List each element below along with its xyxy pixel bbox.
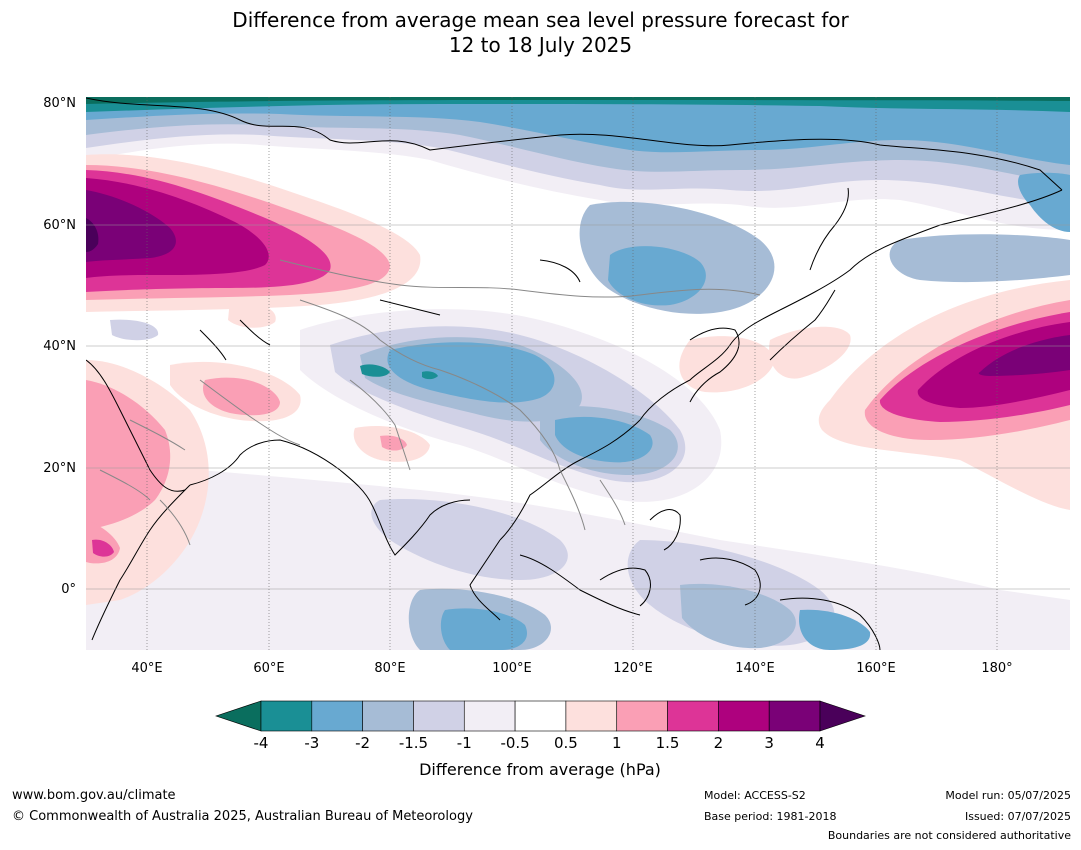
coastlines (86, 97, 1063, 650)
footer-model: Model: ACCESS-S2 (704, 789, 806, 802)
map-panel (86, 97, 1070, 650)
colorbar-tick-label: -1 (457, 734, 472, 752)
footer-url[interactable]: www.bom.gov.au/climate (12, 788, 176, 803)
footer-boundaries-note: Boundaries are not considered authoritat… (827, 829, 1071, 842)
colorbar-tick-label: -3 (304, 734, 319, 752)
positive-anomaly-pacific (818, 280, 1070, 510)
lon-label-80e: 80°E (374, 661, 405, 676)
negative-anomaly-tibet (300, 309, 722, 502)
lat-label-80n: 80°N (43, 96, 76, 111)
map-title: Difference from average mean sea level p… (0, 8, 1081, 58)
lon-label-100e: 100°E (492, 661, 532, 676)
latitude-labels: 80°N 60°N 40°N 20°N 0° (43, 96, 76, 597)
lon-label-160e: 160°E (856, 661, 896, 676)
footer-run-info: Model run: 05/07/2025 Issued: 07/07/2025 (945, 785, 1071, 827)
colorbar-tick-label: 2 (714, 734, 724, 752)
lat-label-20n: 20°N (43, 461, 76, 476)
lon-label-60e: 60°E (253, 661, 284, 676)
colorbar-title: Difference from average (hPa) (419, 760, 661, 779)
colorbar-extend-high (819, 700, 866, 732)
map-title-line2: 12 to 18 July 2025 (448, 33, 633, 57)
negative-anomaly-indian-ocean (86, 460, 1070, 650)
lat-label-40n: 40°N (43, 339, 76, 354)
colorbar-tick-label: 3 (764, 734, 774, 752)
colorbar-tick-label: 4 (815, 734, 825, 752)
positive-anomaly-europe (86, 154, 421, 312)
colorbar: -4 -3 -2 -1.5 -1 -0.5 0.5 1 1.5 2 3 4 (215, 700, 866, 752)
colorbar-extend-low (215, 700, 262, 732)
lat-label-60n: 60°N (43, 218, 76, 233)
colorbar-swatch (768, 700, 821, 732)
positive-anomaly-middle-east (86, 300, 430, 605)
footer-model-info: Model: ACCESS-S2 Base period: 1981-2018 (704, 785, 836, 827)
lat-label-0: 0° (61, 582, 76, 597)
colorbar-tick-label: -1.5 (399, 734, 428, 752)
lon-label-120e: 120°E (613, 661, 653, 676)
colorbar-tick-label: 1.5 (656, 734, 680, 752)
colorbar-swatch (413, 700, 465, 732)
map-title-line1: Difference from average mean sea level p… (232, 8, 849, 32)
colorbar-swatch (616, 700, 668, 732)
colorbar-tick-label: 1 (612, 734, 622, 752)
colorbar-swatch (718, 700, 770, 732)
footer-left: www.bom.gov.au/climate © Commonwealth of… (12, 785, 473, 827)
lon-label-180: 180° (981, 661, 1012, 676)
lon-label-40e: 40°E (131, 661, 162, 676)
colorbar-tick-label: -0.5 (500, 734, 529, 752)
colorbar-swatch (260, 700, 313, 732)
footer-base-period: Base period: 1981-2018 (704, 810, 837, 823)
longitude-labels: 40°E 60°E 80°E 100°E 120°E 140°E 160°E 1… (131, 661, 1012, 676)
colorbar-swatch (362, 700, 414, 732)
colorbar-tick-label: -2 (355, 734, 370, 752)
footer-model-run: Model run: 05/07/2025 (945, 789, 1071, 802)
graticule (86, 97, 1070, 650)
positive-anomaly-japan (679, 326, 851, 393)
colorbar-swatch (565, 700, 618, 732)
colorbar-swatch (311, 700, 363, 732)
footer-issued: Issued: 07/07/2025 (964, 810, 1071, 823)
colorbar-tick-label: -4 (254, 734, 269, 752)
colorbar-swatch (667, 700, 719, 732)
colorbar-swatch (463, 700, 516, 732)
negative-anomaly-mongolia (579, 172, 1070, 314)
colorbar-tick-label: 0.5 (554, 734, 578, 752)
country-borders (99, 259, 761, 546)
negative-anomaly-arctic (86, 97, 1070, 230)
lon-label-140e: 140°E (735, 661, 775, 676)
colorbar-swatch (514, 700, 567, 732)
footer-copyright: © Commonwealth of Australia 2025, Austra… (12, 809, 473, 824)
